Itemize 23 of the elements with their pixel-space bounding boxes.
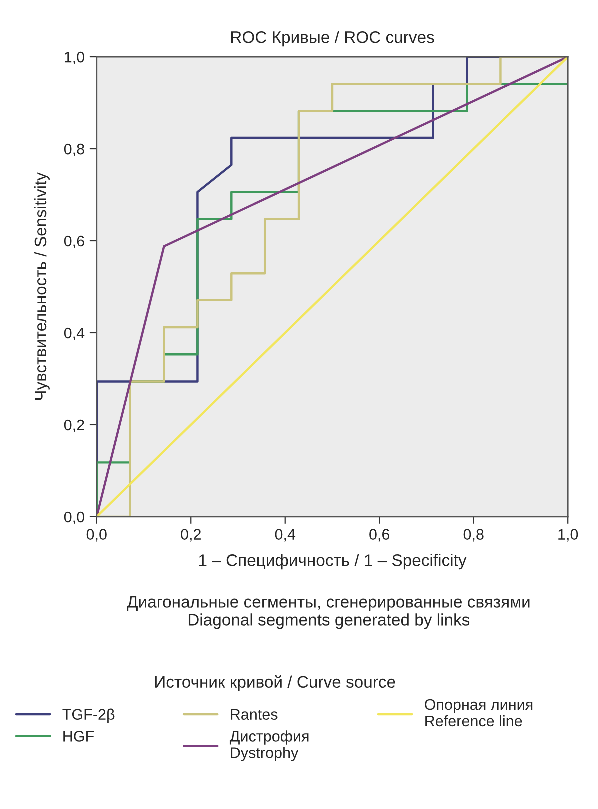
x-tick-label: 0,0: [86, 529, 107, 542]
x-tick-label: 0,8: [464, 529, 484, 542]
y-tick-label: 0,8: [64, 144, 84, 157]
x-tick-label: 0,2: [181, 529, 201, 542]
x-tick-label: 0,4: [275, 529, 296, 542]
text: Диагональные сегменты, сгенерированные связями Diagonal segments generated by links: [127, 596, 530, 630]
legend-label: Rantes: [231, 709, 278, 720]
y-tick-label: 0,6: [64, 236, 84, 248]
legend-label: Дистрофия Dystrophy: [230, 730, 309, 762]
y-axis-title: Чувствительность / Sensitivity: [34, 172, 50, 400]
legend-label: TGF-2β: [62, 708, 115, 724]
x-axis-title: 1 – Специфичность / 1 – Specificity: [200, 554, 467, 570]
y-tick-label: 0,4: [64, 328, 85, 340]
y-tick-label: 0,2: [64, 420, 84, 432]
line-series: [96, 57, 568, 517]
y-tick-label: 0,0: [64, 512, 84, 524]
x-tick-label: 0,6: [370, 529, 390, 542]
legend-label: Опорная линия Reference line: [425, 699, 533, 727]
legend-label: HGF: [64, 731, 94, 742]
chart-title: ROC Кривые / ROC curves: [232, 31, 434, 47]
legend-title: Источник кривой / Curve source: [156, 676, 396, 692]
x-tick-label: 1,0: [558, 529, 578, 542]
y-tick-label: 1,0: [65, 52, 84, 65]
